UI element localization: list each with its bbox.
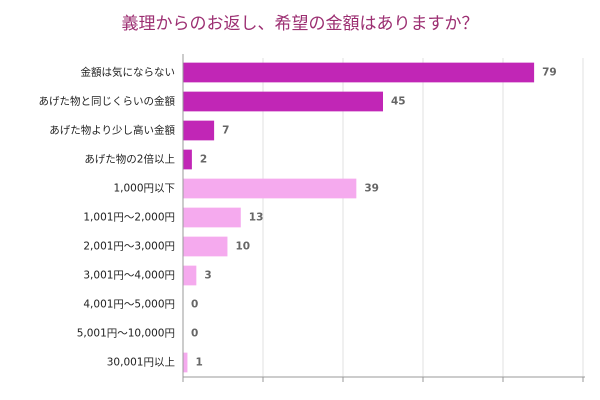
bar — [183, 62, 535, 83]
bar — [183, 352, 188, 373]
y-tick-label: あげた物と同じくらいの金額 — [39, 95, 176, 108]
y-tick-label: 5,001円～10,000円 — [77, 328, 175, 340]
bar — [183, 178, 357, 199]
bar — [183, 120, 215, 141]
bar — [183, 91, 383, 112]
value-label: 3 — [204, 270, 211, 282]
y-tick-label: 3,001円～4,000円 — [83, 270, 175, 282]
y-tick-label: 金額は気にならない — [81, 66, 176, 79]
value-label: 1 — [195, 357, 202, 369]
chart-title: 義理からのお返し、希望の金額はありますか？ — [122, 14, 479, 34]
y-tick-label: あげた物より少し高い金額 — [49, 124, 175, 137]
value-label: 10 — [235, 241, 250, 253]
y-tick-label: あげた物の2倍以上 — [84, 153, 175, 166]
value-label: 45 — [391, 96, 406, 108]
y-tick-label: 4,001円～5,000円 — [83, 299, 175, 311]
value-label: 79 — [542, 67, 557, 79]
bar — [183, 207, 241, 228]
value-label: 2 — [200, 154, 207, 166]
y-tick-label: 1,000円以下 — [113, 183, 175, 195]
value-label: 7 — [222, 125, 229, 137]
value-label: 0 — [191, 328, 198, 340]
y-tick-label: 1,001円～2,000円 — [83, 212, 175, 224]
y-tick-label: 2,001円～3,000円 — [83, 241, 175, 253]
value-label: 0 — [191, 299, 198, 311]
y-tick-label: 30,001円以上 — [107, 357, 175, 369]
bar — [183, 149, 192, 170]
value-label: 13 — [249, 212, 264, 224]
bar — [183, 236, 228, 257]
value-label: 39 — [364, 183, 379, 195]
bar — [183, 265, 197, 286]
